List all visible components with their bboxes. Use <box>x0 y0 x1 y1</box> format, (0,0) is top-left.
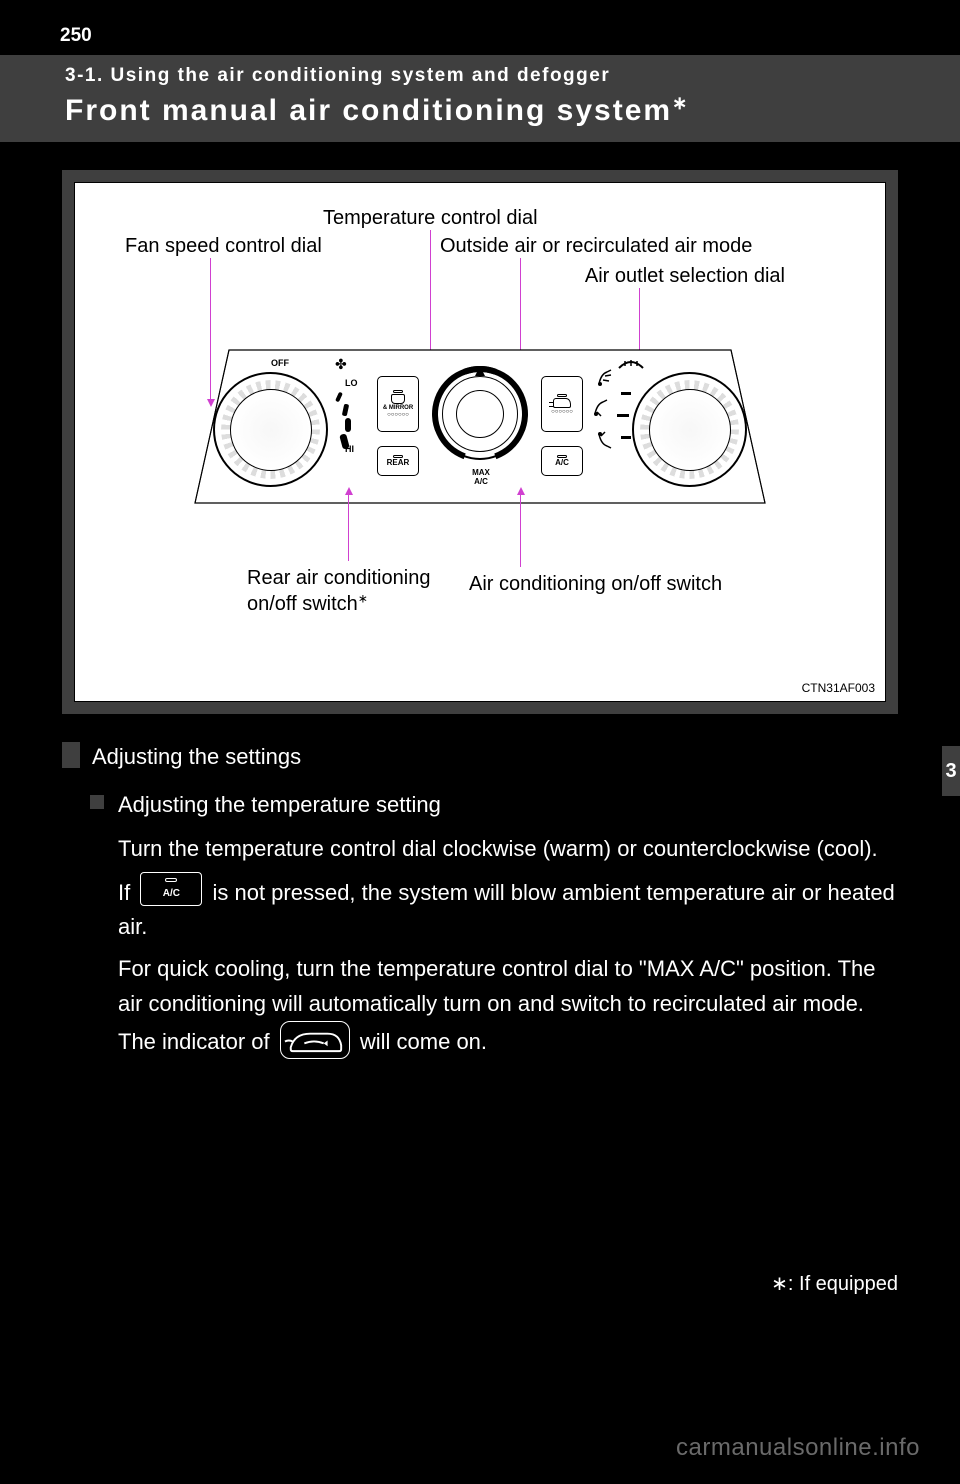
fan-mark <box>345 418 351 432</box>
body-text-block: Adjusting the settings Adjusting the tem… <box>62 740 898 1059</box>
inline-ac-button-icon: A/C <box>140 872 202 906</box>
p2-part-b: is not pressed, the system will blow amb… <box>118 880 895 939</box>
callout-air-outlet: Air outlet selection dial <box>465 263 785 289</box>
heading-marker <box>62 742 80 768</box>
callout-ac-switch: Air conditioning on/off switch <box>469 571 722 597</box>
rear-ac-button: REAR <box>377 446 419 476</box>
p3-part-b: will come on. <box>360 1029 487 1054</box>
leader-ac-switch <box>520 491 521 567</box>
airflow-face-icon <box>593 366 619 391</box>
callout-rear-ac: Rear air conditioning on/off switch∗ <box>247 565 457 617</box>
figure-code: CTN31AF003 <box>802 681 875 695</box>
air-outlet-dial <box>632 372 747 487</box>
leader-rear-ac <box>348 491 349 561</box>
inline-recirculate-icon <box>280 1021 350 1059</box>
outlet-mark <box>617 414 629 417</box>
control-panel-illustration: OFF ✤ LO HI MAXA/C & <box>185 348 775 518</box>
subheading-marker <box>90 795 104 809</box>
fan-icon: ✤ <box>335 356 347 373</box>
label-off: OFF <box>271 358 289 368</box>
airflow-bilevel-icon <box>589 396 615 421</box>
section-title-text: Front manual air conditioning system <box>65 94 672 127</box>
subheading-text: Adjusting the temperature setting <box>118 788 441 822</box>
outlet-mark <box>621 436 631 439</box>
airflow-defrost-icon <box>617 354 645 375</box>
page-number: 250 <box>60 25 92 47</box>
section-title: Front manual air conditioning system∗ <box>65 93 895 128</box>
recirculate-button: ○○○○○○ <box>541 376 583 432</box>
paragraph-2: If A/C is not pressed, the system will b… <box>118 872 898 944</box>
temperature-dial <box>434 368 526 460</box>
chapter-edge-tab: 3 <box>942 746 960 796</box>
paragraph-1: Turn the temperature control dial clockw… <box>118 832 898 866</box>
section-title-asterisk: ∗ <box>672 93 689 113</box>
callout-outside-air: Outside air or recirculated air mode <box>440 233 752 259</box>
fan-speed-dial <box>213 372 328 487</box>
figure-canvas: Fan speed control dial Temperature contr… <box>74 182 886 702</box>
watermark: carmanualsonline.info <box>676 1434 920 1462</box>
paragraph-3: For quick cooling, turn the temperature … <box>118 952 898 1058</box>
figure-frame: Fan speed control dial Temperature contr… <box>62 170 898 714</box>
callout-fan-speed: Fan speed control dial <box>125 233 322 259</box>
airflow-floor-icon <box>593 428 619 453</box>
label-max-ac: MAXA/C <box>463 468 499 486</box>
footnote: ∗: If equipped <box>771 1271 898 1296</box>
label-lo: LO <box>345 378 358 388</box>
rear-defrost-mirror-button: & MIRROR ○○○○○○ <box>377 376 419 432</box>
ac-button: A/C <box>541 446 583 476</box>
callout-temperature: Temperature control dial <box>323 205 538 231</box>
heading-row: Adjusting the settings <box>62 740 898 774</box>
heading-text: Adjusting the settings <box>92 740 301 774</box>
section-header-band: 3-1. Using the air conditioning system a… <box>0 55 960 142</box>
p2-part-a: If <box>118 880 136 905</box>
section-label: 3-1. Using the air conditioning system a… <box>65 65 895 87</box>
subheading-row: Adjusting the temperature setting <box>90 788 898 822</box>
p3-part-a: For quick cooling, turn the temperature … <box>118 956 875 1053</box>
outlet-mark <box>621 392 631 395</box>
